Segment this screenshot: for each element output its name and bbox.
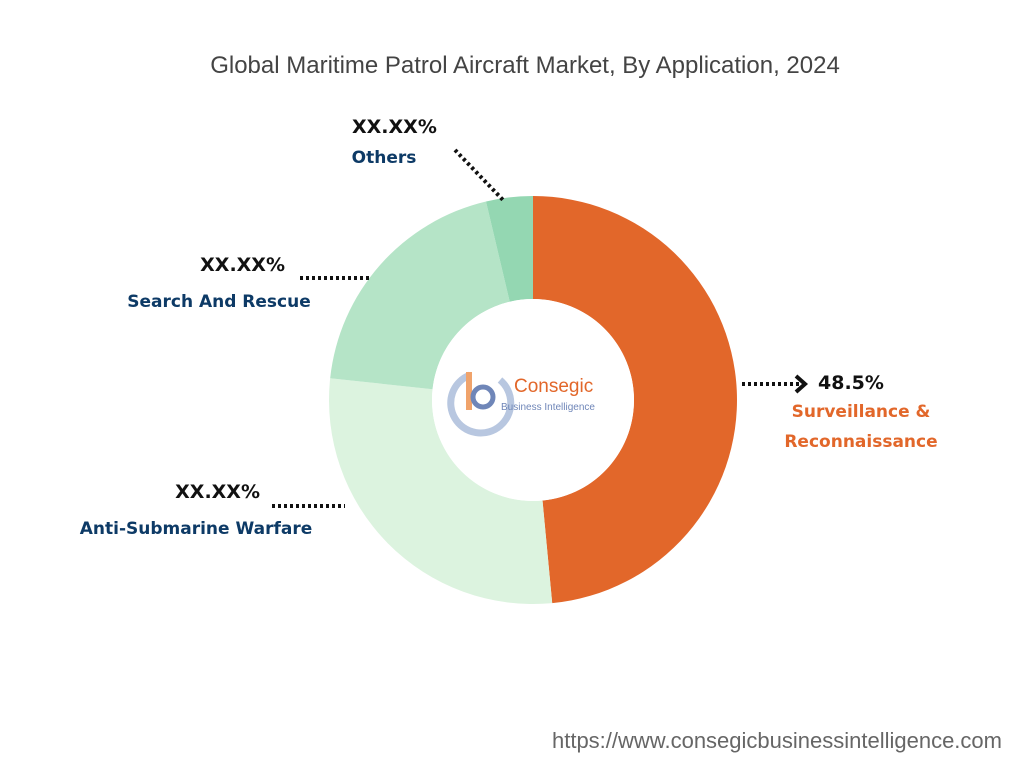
logo-name: Consegic (514, 376, 593, 397)
leader-arrow (794, 374, 809, 394)
donut-slice (330, 201, 510, 390)
value-label: XX.XX% (352, 116, 437, 138)
donut-slice (329, 378, 553, 604)
logo-ring (447, 371, 515, 437)
logo-circle (470, 384, 496, 410)
value-label: XX.XX% (175, 481, 260, 503)
logo-icon (447, 371, 515, 437)
donut-slice (533, 195, 738, 604)
donut-hole (432, 299, 634, 501)
value-label: 48.5% (818, 372, 884, 394)
logo-tagline: Business Intelligence (501, 402, 595, 413)
logo-bar (466, 372, 472, 410)
chart-title: Global Maritime Patrol Aircraft Market, … (210, 52, 840, 79)
category-label: Surveillance & Reconnaissance (784, 402, 938, 452)
category-label: Others (351, 148, 417, 168)
category-label: Search And Rescue (127, 292, 311, 312)
value-label: XX.XX% (200, 254, 285, 276)
source-url: https://www.consegicbusinessintelligence… (552, 728, 1002, 753)
category-label: Anti-Submarine Warfare (79, 519, 313, 539)
donut-slice (486, 196, 533, 302)
leader-line (453, 148, 505, 202)
